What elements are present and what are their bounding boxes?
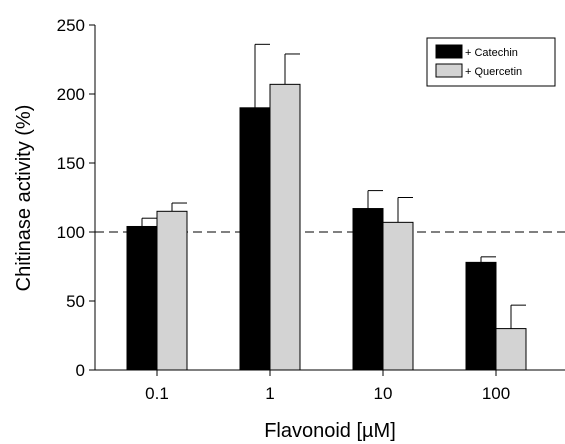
x-tick-label: 10	[374, 384, 393, 403]
y-tick-label: 0	[76, 361, 85, 380]
legend-swatch-quercetin	[435, 63, 463, 78]
bar-catechin	[126, 225, 158, 371]
legend-label-quercetin: + Quercetin	[465, 66, 522, 78]
bar-quercetin	[382, 221, 414, 371]
legend-swatch-catechin	[435, 44, 463, 59]
x-tick-label: 0.1	[145, 384, 169, 403]
bar-catechin	[465, 261, 497, 371]
y-tick-label: 250	[57, 16, 85, 35]
bar-quercetin	[495, 328, 527, 371]
y-axis-title: Chitinase activity (%)	[13, 105, 35, 292]
y-tick-label: 200	[57, 85, 85, 104]
bar-catechin	[352, 208, 384, 371]
x-tick-label: 100	[482, 384, 510, 403]
bars	[126, 43, 527, 371]
y-axis-ticks: 0 50 100 150 200 250	[57, 16, 95, 380]
plot-area: 0 50 100 150 200 250 0.1 1 10 100	[57, 16, 565, 403]
y-tick-label: 100	[57, 223, 85, 242]
y-tick-label: 50	[66, 292, 85, 311]
legend: + Catechin + Quercetin	[426, 37, 556, 87]
x-tick-label: 1	[265, 384, 274, 403]
legend-label-catechin: + Catechin	[465, 47, 518, 59]
bar-quercetin	[269, 83, 301, 371]
x-axis-title: Flavonoid [µM]	[264, 420, 396, 442]
x-axis-ticks: 0.1 1 10 100	[145, 370, 510, 403]
bar-quercetin	[156, 210, 188, 371]
bar-catechin	[239, 107, 271, 371]
y-tick-label: 150	[57, 154, 85, 173]
